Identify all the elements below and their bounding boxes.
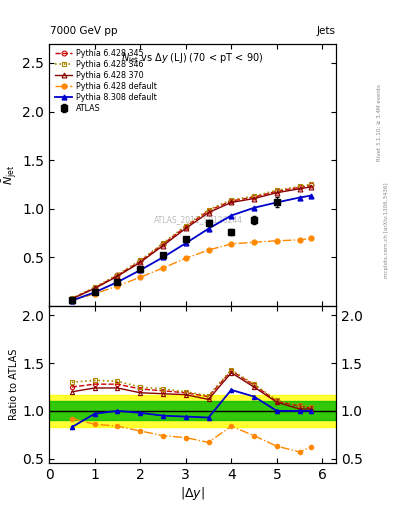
Pythia 6.428 370 (206, 209, 211, 216)
Text: Rivet 3.1.10; ≥ 3.4M events: Rivet 3.1.10; ≥ 3.4M events (377, 84, 382, 161)
Y-axis label: Ratio to ATLAS: Ratio to ATLAS (9, 349, 20, 420)
Pythia 6.428 default (309, 236, 313, 242)
Pythia 6.428 346 (70, 295, 74, 302)
Pythia 6.428 346 (309, 181, 313, 187)
Pythia 8.308 default (92, 289, 97, 295)
Pythia 8.308 default (309, 193, 313, 199)
Pythia 6.428 default (161, 265, 165, 271)
Y-axis label: $\bar{N}_\mathrm{jet}$: $\bar{N}_\mathrm{jet}$ (1, 164, 20, 185)
Line: Pythia 6.428 370: Pythia 6.428 370 (70, 184, 313, 302)
Pythia 6.428 default (115, 283, 120, 289)
Pythia 6.428 default (92, 291, 97, 297)
Pythia 6.428 346 (297, 183, 302, 189)
Pythia 6.428 346 (274, 187, 279, 194)
Line: Pythia 8.308 default: Pythia 8.308 default (70, 193, 313, 303)
Pythia 6.428 default (252, 239, 256, 245)
Pythia 6.428 345 (206, 207, 211, 214)
Pythia 6.428 345 (70, 295, 74, 302)
Pythia 6.428 345 (184, 224, 188, 230)
Pythia 6.428 346 (161, 240, 165, 246)
Text: $N_\mathrm{jet}$ vs $\Delta y$ (LJ) (70 < pT < 90): $N_\mathrm{jet}$ vs $\Delta y$ (LJ) (70 … (121, 51, 264, 66)
Pythia 6.428 370 (274, 189, 279, 196)
Pythia 8.308 default (70, 297, 74, 304)
Legend: Pythia 6.428 345, Pythia 6.428 346, Pythia 6.428 370, Pythia 6.428 default, Pyth: Pythia 6.428 345, Pythia 6.428 346, Pyth… (53, 48, 158, 115)
Line: Pythia 6.428 345: Pythia 6.428 345 (70, 183, 313, 301)
Pythia 8.308 default (206, 226, 211, 232)
Pythia 6.428 346 (92, 284, 97, 290)
Pythia 6.428 345 (161, 241, 165, 247)
Pythia 6.428 370 (252, 196, 256, 202)
Text: ATLAS_2011_S9126244: ATLAS_2011_S9126244 (154, 215, 243, 224)
Pythia 6.428 370 (161, 243, 165, 249)
Pythia 6.428 370 (309, 184, 313, 190)
Pythia 6.428 346 (184, 223, 188, 229)
Pythia 8.308 default (274, 199, 279, 205)
Pythia 8.308 default (161, 254, 165, 261)
Pythia 6.428 default (70, 297, 74, 304)
Text: 7000 GeV pp: 7000 GeV pp (50, 26, 118, 36)
Pythia 8.308 default (229, 212, 233, 219)
Pythia 6.428 345 (309, 182, 313, 188)
Pythia 6.428 default (274, 238, 279, 244)
Pythia 6.428 346 (115, 271, 120, 278)
Pythia 6.428 370 (115, 273, 120, 280)
Text: mcplots.cern.ch [arXiv:1306.3436]: mcplots.cern.ch [arXiv:1306.3436] (384, 183, 389, 278)
Bar (49, 395, 336, 427)
Pythia 6.428 370 (92, 285, 97, 291)
Pythia 6.428 370 (229, 199, 233, 205)
Pythia 6.428 default (206, 247, 211, 253)
Bar (49, 401, 336, 420)
Pythia 6.428 346 (138, 258, 143, 264)
Pythia 6.428 345 (252, 194, 256, 200)
Pythia 6.428 346 (252, 193, 256, 199)
Pythia 6.428 345 (115, 272, 120, 279)
Text: Jets: Jets (317, 26, 336, 36)
Pythia 6.428 default (184, 255, 188, 261)
Pythia 6.428 345 (229, 198, 233, 204)
Pythia 6.428 default (138, 274, 143, 281)
Pythia 6.428 346 (229, 197, 233, 203)
Pythia 8.308 default (138, 267, 143, 273)
Pythia 6.428 370 (297, 186, 302, 192)
Pythia 8.308 default (297, 195, 302, 201)
Pythia 6.428 346 (206, 207, 211, 213)
Pythia 6.428 default (229, 241, 233, 247)
Pythia 8.308 default (184, 240, 188, 246)
Line: Pythia 6.428 346: Pythia 6.428 346 (70, 182, 313, 301)
Pythia 8.308 default (252, 205, 256, 211)
Pythia 6.428 370 (184, 225, 188, 231)
Pythia 6.428 370 (138, 259, 143, 265)
Pythia 6.428 345 (274, 188, 279, 195)
Pythia 8.308 default (115, 279, 120, 285)
Line: Pythia 6.428 default: Pythia 6.428 default (70, 236, 313, 303)
Pythia 6.428 345 (297, 184, 302, 190)
Pythia 6.428 345 (138, 258, 143, 264)
Pythia 6.428 345 (92, 285, 97, 291)
Pythia 6.428 370 (70, 296, 74, 302)
X-axis label: $|\Delta y|$: $|\Delta y|$ (180, 485, 205, 502)
Pythia 6.428 default (297, 237, 302, 243)
